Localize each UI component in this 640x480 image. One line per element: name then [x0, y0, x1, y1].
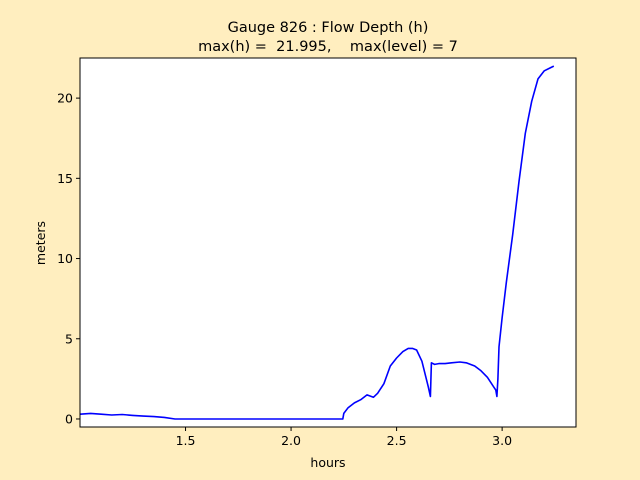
flow-depth-line [79, 65, 555, 420]
x-tick-label: 1.5 [176, 433, 196, 448]
chart-title-line2: max(h) = 21.995, max(level) = 7 [198, 39, 458, 55]
x-tick-label: 2.0 [281, 433, 301, 448]
y-tick-label: 5 [65, 331, 73, 346]
y-tick-label: 0 [65, 411, 73, 426]
y-tick-label: 20 [57, 91, 73, 106]
y-axis-label: meters [33, 221, 48, 265]
x-axis-label: hours [310, 455, 345, 470]
y-tick-label: 15 [57, 171, 73, 186]
x-tick-label: 2.5 [387, 433, 407, 448]
plot-area [80, 58, 576, 427]
chart-title-line1: Gauge 826 : Flow Depth (h) [228, 20, 429, 36]
axis-ticks: 1.5 2.0 2.5 3.0 0 5 10 15 20 [57, 91, 512, 448]
plot-frame [79, 57, 577, 428]
x-tick-label: 3.0 [492, 433, 512, 448]
y-tick-label: 10 [57, 251, 73, 266]
